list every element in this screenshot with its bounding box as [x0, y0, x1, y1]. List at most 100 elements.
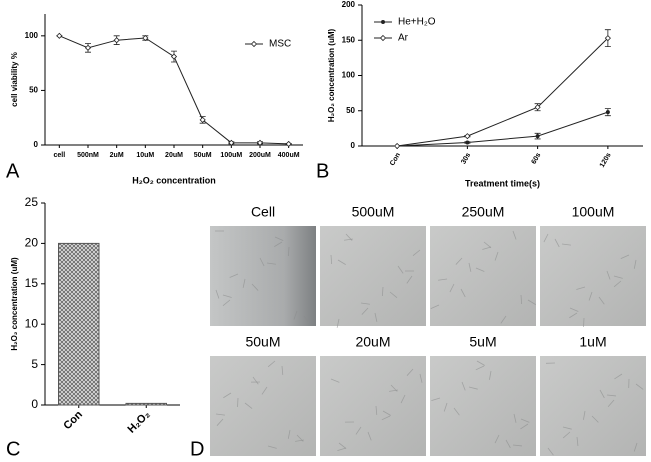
panel-letter: C — [6, 438, 20, 460]
marker — [56, 32, 63, 39]
x-tick-label: 10uM — [136, 152, 154, 159]
y-tick-label: 200 — [342, 0, 356, 9]
legend-label: He+H₂O — [398, 17, 436, 28]
y-tick-label: 15 — [25, 276, 39, 290]
cell-texture — [599, 389, 605, 399]
cell-texture — [293, 310, 298, 320]
cell-texture — [598, 296, 605, 305]
marker — [250, 40, 258, 48]
cell-texture — [338, 442, 347, 449]
cell-texture — [382, 410, 391, 416]
marker — [394, 142, 401, 150]
cell-texture — [607, 399, 615, 408]
image-label: 20uM — [355, 334, 390, 350]
cell-texture — [229, 273, 239, 278]
cell-texture — [476, 360, 485, 366]
cell-texture — [614, 373, 623, 380]
cell-texture — [281, 365, 284, 376]
cell-texture — [520, 423, 529, 430]
marker — [199, 116, 206, 123]
marker — [84, 44, 92, 51]
cell-texture — [576, 436, 579, 446]
y-tick-label: 10 — [25, 316, 39, 330]
cell-texture — [244, 402, 253, 409]
cell-texture — [406, 275, 413, 284]
image-label: 500uM — [352, 204, 395, 220]
cell-texture — [583, 410, 586, 420]
y-tick-label: 5 — [31, 357, 38, 371]
cell-texture — [215, 289, 220, 299]
x-tick-label: Con — [389, 152, 402, 167]
image-label: 50uM — [245, 334, 280, 350]
x-tick-label: H₂O₂ — [125, 408, 152, 435]
cell-texture — [397, 265, 404, 274]
cell-texture — [330, 378, 340, 383]
cell-texture — [500, 315, 507, 324]
cell-texture — [216, 418, 224, 426]
cell-texture — [374, 312, 378, 322]
x-axis-label: H₂O₂ concentration — [132, 175, 216, 185]
y-tick-label: 50 — [346, 106, 355, 115]
cell-texture — [389, 291, 398, 298]
cell-texture — [512, 444, 522, 447]
cell-texture — [468, 386, 478, 390]
cell-texture — [512, 230, 517, 240]
y-tick-label: 150 — [342, 35, 356, 44]
cell-texture — [520, 418, 530, 423]
y-tick-label: 0 — [34, 140, 39, 149]
marker — [604, 35, 611, 42]
cell-texture — [475, 365, 485, 371]
cell-texture — [330, 254, 333, 265]
marker — [285, 140, 292, 147]
cell-texture — [345, 233, 353, 241]
bar — [58, 242, 100, 406]
marker — [142, 34, 149, 42]
x-tick-label: Con — [61, 408, 85, 432]
marker — [465, 140, 470, 145]
cell-texture — [482, 246, 492, 250]
cell-texture — [475, 267, 485, 272]
cell-texture — [367, 431, 372, 441]
image-label: Cell — [251, 204, 275, 220]
cell-texture — [296, 434, 304, 442]
cell-texture — [266, 262, 276, 265]
cell-texture — [606, 270, 611, 280]
panel-letter: B — [316, 160, 329, 182]
x-tick-label: 60s — [531, 152, 543, 166]
cell-texture — [588, 291, 593, 301]
y-axis-label: cell viability % — [10, 52, 19, 107]
cell-texture — [303, 315, 310, 324]
cell-texture — [494, 251, 499, 261]
x-tick-label: 20uM — [165, 152, 183, 159]
cell-texture — [361, 307, 369, 315]
x-tick-label: 50uM — [194, 152, 212, 159]
micrograph — [210, 226, 316, 326]
cell-texture — [251, 283, 259, 291]
cell-texture — [261, 386, 268, 395]
cell-texture — [431, 397, 441, 402]
cell-texture — [287, 246, 290, 257]
cell-texture — [554, 238, 560, 248]
marker — [170, 53, 178, 60]
y-tick-label: 20 — [25, 236, 39, 250]
cell-texture — [438, 278, 448, 281]
bar — [125, 402, 167, 406]
cell-texture — [613, 275, 623, 279]
cell-texture — [390, 384, 398, 392]
y-axis-label: H₂O₂ concentration (uM) — [10, 257, 19, 351]
cell-texture — [430, 304, 440, 310]
y-tick-label: 100 — [25, 31, 39, 40]
cell-texture — [337, 259, 346, 265]
cell-texture — [520, 294, 523, 305]
y-tick-label: 25 — [25, 195, 39, 209]
cell-texture — [562, 431, 571, 439]
cell-texture — [455, 257, 463, 265]
cell-texture — [569, 312, 578, 319]
cell-texture — [468, 262, 472, 272]
cell-texture — [576, 286, 586, 290]
micrograph — [430, 226, 536, 326]
micrograph — [540, 226, 646, 326]
legend-label: Ar — [398, 33, 409, 44]
micrograph — [320, 226, 426, 326]
cell-texture — [400, 394, 406, 404]
